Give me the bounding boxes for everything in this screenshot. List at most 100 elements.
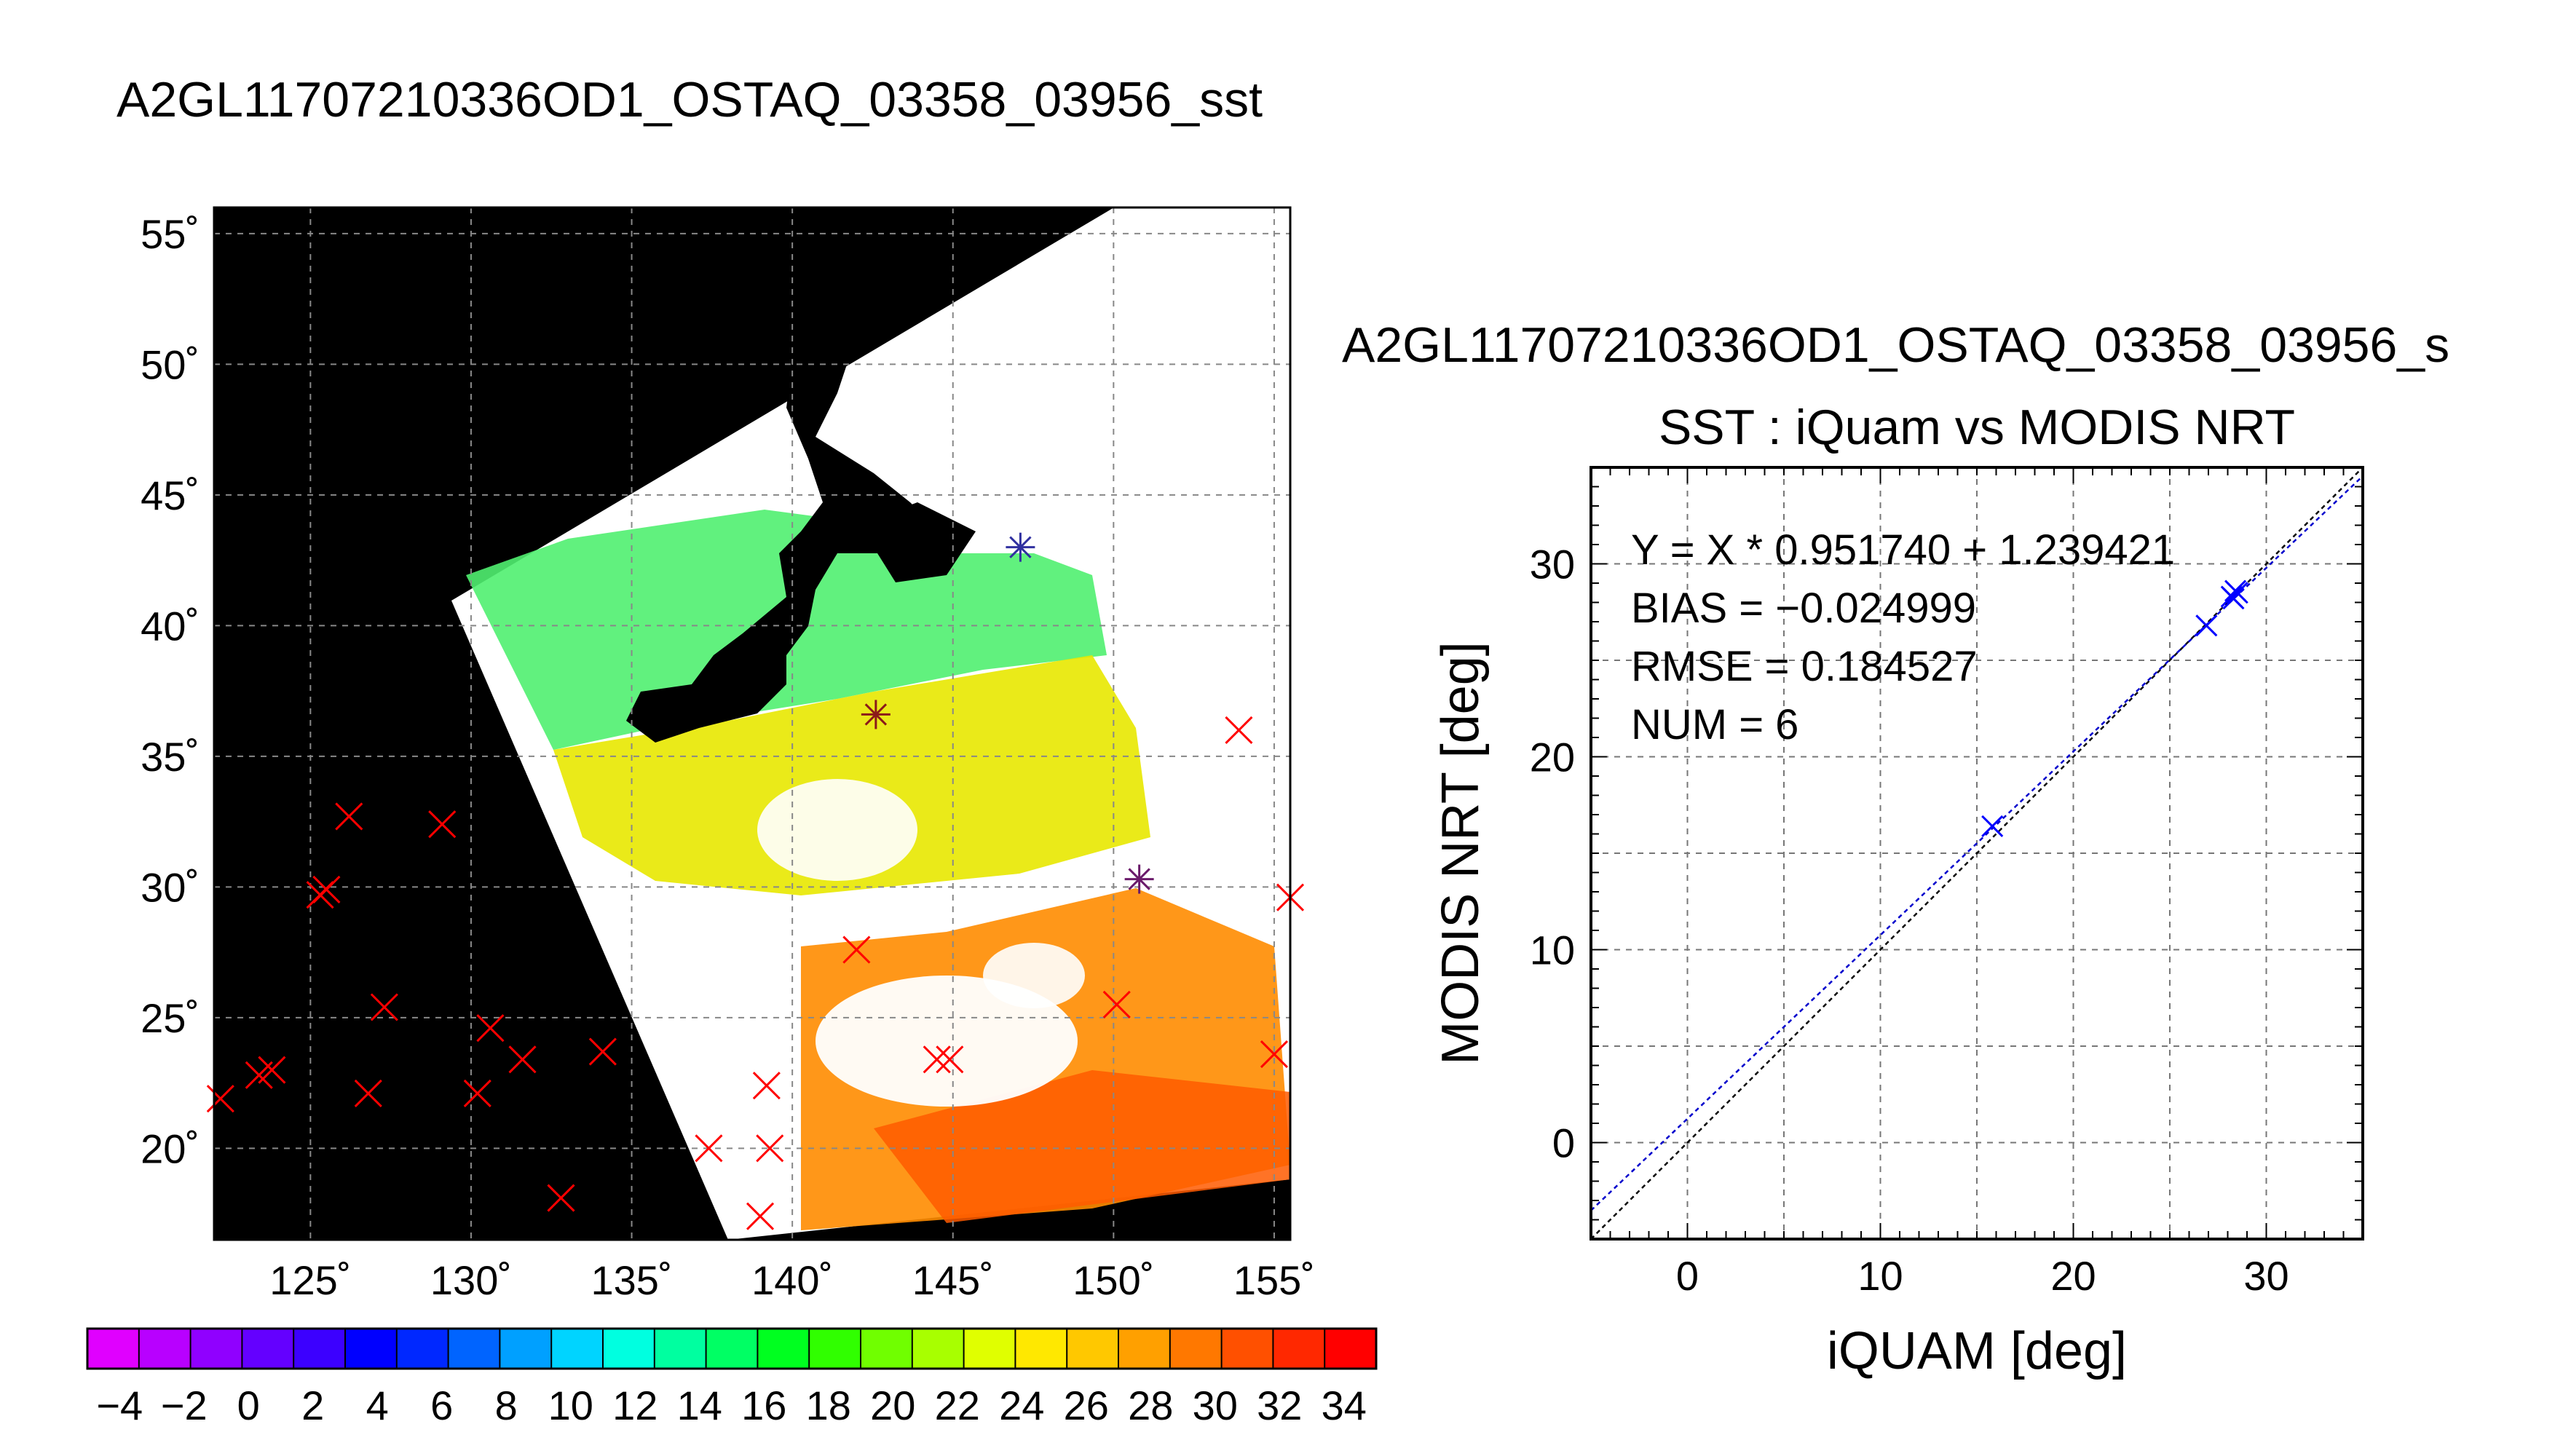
matchup-star-marker [1124,864,1154,894]
marker-stroke [1128,868,1150,890]
scatter-plot: 0 10 20 30 0 10 20 30 Y = X * 0.951740 + 1.2394… [1431,466,2364,1380]
colorbar-cell [963,1329,1016,1369]
marker-stroke [206,1085,234,1113]
matchup-star-marker [1006,532,1035,562]
lat-tick-label: 55˚ [141,211,200,257]
colorbar-cell [242,1329,295,1369]
colorbar-tick-label: 8 [495,1382,518,1428]
colorbar-tick-label: −4 [96,1382,143,1428]
matchup-x-marker [923,1045,951,1074]
marker-stroke [746,1202,775,1230]
matchup-x-marker [752,1072,781,1100]
minor-ticks [1590,467,2364,1240]
colorbar-tick-label: 20 [870,1382,915,1428]
colorbar-cell [1118,1329,1171,1369]
colorbar-tick-label: 12 [612,1382,657,1428]
sst-map: 125˚ 130˚ 135˚ 140˚ 145˚ 150˚ 155˚ 55˚ 50˚ 45˚ 40˚… [141,206,1315,1303]
x-tick-label: 10 [1857,1253,1903,1299]
stats-line: BIAS = −0.024999 [1631,585,1976,632]
matchup-x-marker [306,881,334,909]
point-stroke [1981,815,2004,837]
colorbar-tick-label: 30 [1193,1382,1238,1428]
colorbar-tick-label: 10 [548,1382,593,1428]
colorbar-cell [551,1329,604,1369]
colorbar-tick-label: 16 [741,1382,786,1428]
matchup-x-marker [842,935,871,964]
point-stroke [2226,582,2248,604]
point-stroke [2195,614,2218,637]
matchup-x-marker [508,1045,537,1074]
colorbar-cell [138,1329,191,1369]
sst-field-mid [553,655,1150,895]
colorbar-tick-label: 34 [1322,1382,1367,1428]
colorbar-tick-label: 26 [1064,1382,1109,1428]
lon-tick-label: 135˚ [591,1257,673,1303]
lat-tick-label: 20˚ [141,1125,200,1171]
y-tick-label: 10 [1530,927,1575,973]
matchup-x-marker [463,1079,491,1108]
regression-line [1590,475,2364,1211]
cloud-patch [757,779,917,881]
stats-line: Y = X * 0.951740 + 1.239421 [1631,526,2175,574]
colorbar-cell [809,1329,861,1369]
marker-stroke [756,1134,784,1163]
marker-stroke [923,1045,951,1074]
colorbar-tick-label: 14 [677,1382,722,1428]
data-point [2226,582,2248,604]
stats-line: RMSE = 0.184527 [1631,643,1978,690]
colorbar-cell [87,1329,140,1369]
matchup-x-marker [695,1134,723,1163]
colorbar-tick-label: 18 [806,1382,851,1428]
colorbar-tick-label: 4 [366,1382,389,1428]
colorbar-cell [706,1329,759,1369]
colorbar-cell [448,1329,501,1369]
colorbar-cell [912,1329,965,1369]
colorbar-cell [603,1329,655,1369]
marker-stroke [1225,716,1253,745]
colorbar-cell [345,1329,398,1369]
scatter-title: SST : iQuam vs MODIS NRT [1659,400,2295,455]
map-tick-labels: 125˚ 130˚ 135˚ 140˚ 145˚ 150˚ 155˚ 55˚ 50˚ 45˚ 40˚… [141,211,1315,1303]
lat-tick-label: 45˚ [141,472,200,518]
colorbar-cell [861,1329,913,1369]
stats-line: NUM = 6 [1631,701,1798,748]
lon-tick-label: 150˚ [1073,1257,1154,1303]
colorbar-cell [1324,1329,1377,1369]
plot-points [1981,579,2248,837]
colorbar-tick-label: 0 [237,1382,260,1428]
colorbar-tick-label: 24 [999,1382,1044,1428]
colorbar-tick-label: 22 [935,1382,980,1428]
colorbar-cell [1169,1329,1223,1369]
lat-tick-label: 35˚ [141,734,200,780]
y-axis-label: MODIS NRT [deg] [1431,641,1490,1065]
colorbar-tick-label: 32 [1257,1382,1302,1428]
marker-stroke [1102,990,1131,1018]
lon-tick-label: 145˚ [912,1257,994,1303]
y-tick-label: 0 [1552,1120,1575,1166]
marker-stroke [752,1072,781,1100]
marker-stroke [936,1045,964,1074]
colorbar-cell [1015,1329,1068,1369]
colorbar-cell [293,1329,346,1369]
data-point [1981,815,2004,837]
map-frame [213,206,1292,1241]
marker-stroke [354,1079,382,1108]
scatter-file-title: A2GL11707210336OD1_OSTAQ_03358_03956_s [1342,317,2449,373]
lat-tick-label: 40˚ [141,603,200,649]
colorbar: −4 −2 0 2 4 6 8 10 12 14 16 18 20 22 24 26 28 30 32 34 [86,1327,1378,1428]
marker-stroke [1009,536,1032,558]
marker-stroke [695,1134,723,1163]
y-tick-label: 30 [1530,542,1575,587]
colorbar-tick-label: 28 [1128,1382,1173,1428]
colorbar-cell [1067,1329,1119,1369]
matchup-x-marker [1102,990,1131,1018]
matchup-x-marker [206,1085,234,1113]
colorbar-tick-label: −2 [161,1382,208,1428]
colorbar-cell [190,1329,243,1369]
marker-stroke [258,1056,286,1084]
data-point [2195,614,2218,637]
colorbar-frame [86,1327,1378,1370]
matchup-x-marker [1225,716,1253,745]
lat-tick-label: 30˚ [141,864,200,910]
